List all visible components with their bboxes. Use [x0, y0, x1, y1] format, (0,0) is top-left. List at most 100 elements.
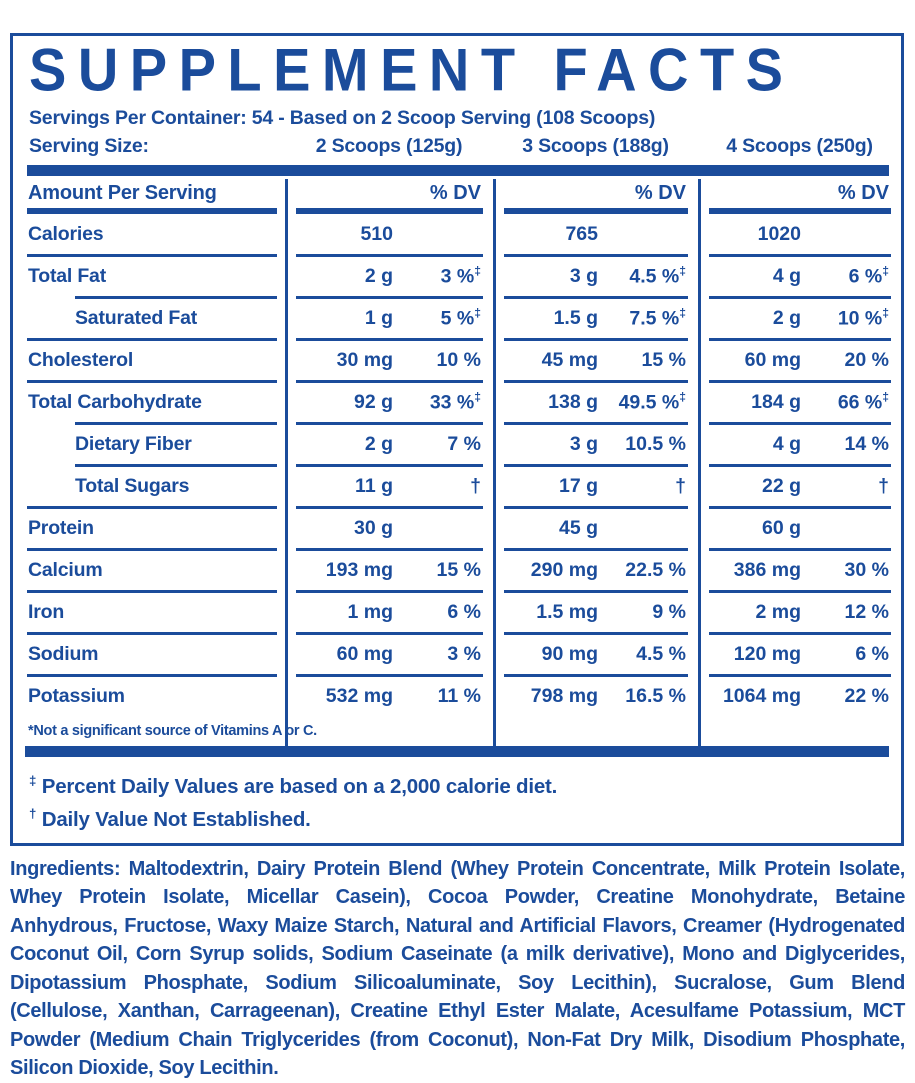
divider-bar-bottom [25, 746, 889, 757]
double-dagger-symbol: ‡ [882, 306, 889, 321]
amount-value: 2 g [364, 433, 393, 455]
separator-line [709, 338, 891, 341]
nutrient-value-cell: 2 g 3 %‡ [285, 257, 493, 296]
table-header-row: Amount Per Serving % DV % DV % DV [13, 179, 901, 207]
amount-value: 798 mg [530, 685, 598, 707]
dv-header-3: % DV [698, 179, 901, 207]
serving-size-option-3: 4 Scoops (250g) [726, 135, 873, 157]
amount-value: 4 g [772, 265, 801, 287]
nutrient-value-cell: 4 g 14 % [698, 425, 901, 464]
footnote-text: Percent Daily Values are based on a 2,00… [41, 774, 558, 798]
amount-value: 184 g [751, 391, 801, 413]
servings-per-container: Servings Per Container: 54 - Based on 2 … [29, 107, 656, 129]
separator-cell [493, 548, 698, 551]
double-dagger-symbol: ‡ [679, 264, 686, 279]
nutrient-value-cell: 30 mg 10 % [285, 341, 493, 380]
daily-value: 6 % [855, 643, 889, 665]
amount-value: 30 g [353, 517, 393, 539]
dagger-symbol: † [29, 805, 37, 821]
double-dagger-symbol: ‡ [474, 390, 481, 405]
separator-line [504, 590, 688, 593]
nutrient-value-cell: 90 mg 4.5 % [493, 635, 698, 674]
separator-cell [698, 548, 901, 551]
separator-line [504, 338, 688, 341]
separator-cell [285, 632, 493, 635]
separator-cell [493, 464, 698, 467]
empty-cell [285, 716, 493, 746]
amount-value: 290 mg [530, 559, 598, 581]
nutrient-value-cell: 60 mg 20 % [698, 341, 901, 380]
separator-cell [13, 632, 285, 635]
row-separator [13, 338, 901, 341]
nutrient-label: Total Sugars [75, 475, 190, 497]
separator-line [27, 380, 277, 383]
amount-value: 1020 [757, 223, 801, 245]
separator-line [709, 464, 891, 467]
daily-value: † [470, 475, 481, 497]
nutrient-label: Saturated Fat [75, 307, 198, 329]
separator-line [709, 590, 891, 593]
separator-line [75, 296, 277, 299]
separator-line [27, 254, 277, 257]
amount-value: 45 mg [541, 349, 598, 371]
separator-cell [285, 674, 493, 677]
nutrient-value-cell: 17 g † [493, 467, 698, 506]
separator-cell [493, 296, 698, 299]
separator-cell [285, 254, 493, 257]
daily-value: 7.5 %‡ [629, 306, 686, 330]
separator-cell [13, 548, 285, 551]
nutrient-value-cell: 1 mg 6 % [285, 593, 493, 632]
daily-value: 10.5 % [625, 433, 686, 455]
amount-value: 11 g [355, 475, 393, 497]
table-row: Calcium 193 mg 15 % 290 mg 22.5 % 386 mg 30 % [13, 551, 901, 590]
nutrient-value-cell: 92 g 33 %‡ [285, 383, 493, 422]
amount-value: 1 g [364, 307, 393, 329]
separator-line [296, 208, 483, 214]
separator-line [504, 296, 688, 299]
nutrient-value-cell: 184 g 66 %‡ [698, 383, 901, 422]
separator-line [75, 422, 277, 425]
separator-cell [285, 548, 493, 551]
separator-line [709, 548, 891, 551]
amount-value: 1 mg [347, 601, 393, 623]
daily-value: 9 % [652, 601, 686, 623]
daily-value: 15 % [436, 559, 481, 581]
row-separator [13, 548, 901, 551]
daily-value: † [878, 475, 889, 497]
daily-value: 11 % [437, 685, 481, 707]
nutrient-value-cell: 11 g † [285, 467, 493, 506]
separator-line [296, 254, 483, 257]
separator-cell [493, 254, 698, 257]
vitamins-note: *Not a significant source of Vitamins A … [28, 723, 317, 739]
separator-line [296, 464, 483, 467]
daily-value: 30 % [844, 559, 889, 581]
daily-value: 15 % [641, 349, 686, 371]
amount-value: 2 g [772, 307, 801, 329]
amount-value: 1064 mg [722, 685, 801, 707]
separator-line [504, 674, 688, 677]
separator-line [709, 208, 891, 214]
amount-value: 1.5 g [553, 307, 598, 329]
separator-line [296, 548, 483, 551]
separator-cell [698, 296, 901, 299]
nutrient-value-cell: 4 g 6 %‡ [698, 257, 901, 296]
nutrient-value-cell: 1.5 mg 9 % [493, 593, 698, 632]
footnote-daily-values: ‡ Percent Daily Values are based on a 2,… [29, 767, 885, 800]
nutrient-value-cell: 45 g [493, 509, 698, 548]
nutrient-value-cell: 120 mg 6 % [698, 635, 901, 674]
footnote-text: Daily Value Not Established. [41, 807, 311, 831]
nutrient-value-cell: 30 g [285, 509, 493, 548]
amount-value: 1.5 mg [536, 601, 598, 623]
separator-line [709, 506, 891, 509]
daily-value: 10 % [436, 349, 481, 371]
separator-cell [698, 632, 901, 635]
amount-value: 60 mg [744, 349, 801, 371]
row-separator [13, 506, 901, 509]
row-separator [13, 464, 901, 467]
nutrient-label: Protein [28, 517, 94, 539]
separator-cell [285, 506, 493, 509]
amount-value: 4 g [772, 433, 801, 455]
daily-value: 49.5 %‡ [618, 390, 686, 414]
ingredients-text: Maltodextrin, Dairy Protein Blend (Whey … [10, 857, 905, 1080]
